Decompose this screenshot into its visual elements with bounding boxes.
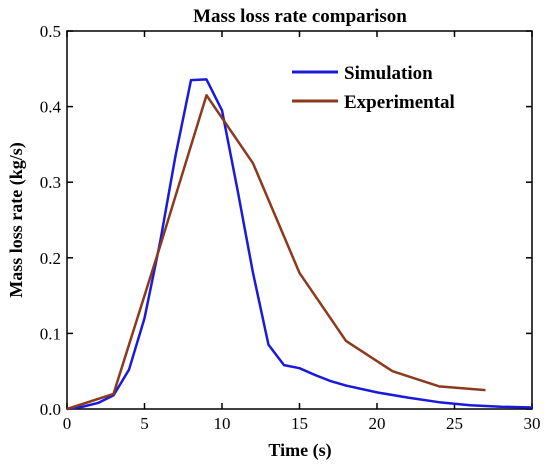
series-layer: [66, 78, 533, 411]
y-tick-label: 0.4: [40, 98, 62, 117]
x-axis-label: Time (s): [268, 440, 331, 461]
x-tick-label: 5: [140, 414, 149, 433]
y-tick-label: 0.0: [40, 400, 61, 419]
y-tick-label: 0.3: [40, 173, 61, 192]
x-tick-label: 20: [369, 414, 386, 433]
series-line-experimental: [66, 94, 486, 411]
series-line-simulation: [66, 78, 533, 411]
y-axis-label: Mass loss rate (kg/s): [6, 142, 27, 298]
y-tick-label: 0.2: [40, 249, 61, 268]
x-tick-label: 25: [446, 414, 463, 433]
legend-label-experimental: Experimental: [344, 92, 455, 113]
x-tick-label: 30: [524, 414, 541, 433]
x-tick-label: 0: [63, 414, 72, 433]
y-tick-label: 0.1: [40, 324, 61, 343]
x-tick-label: 15: [291, 414, 308, 433]
y-tick-label: 0.5: [40, 22, 61, 41]
axis-ticks: 0 5 10 15 20 25 30 0.0 0.1 0.2 0.3 0.4 0.5: [40, 22, 541, 433]
x-tick-label: 10: [214, 414, 231, 433]
plot-frame: [66, 30, 533, 410]
legend-label-simulation: Simulation: [344, 63, 433, 84]
chart-title: Mass loss rate comparison: [193, 6, 407, 27]
legend: Simulation Experimental: [292, 63, 455, 113]
